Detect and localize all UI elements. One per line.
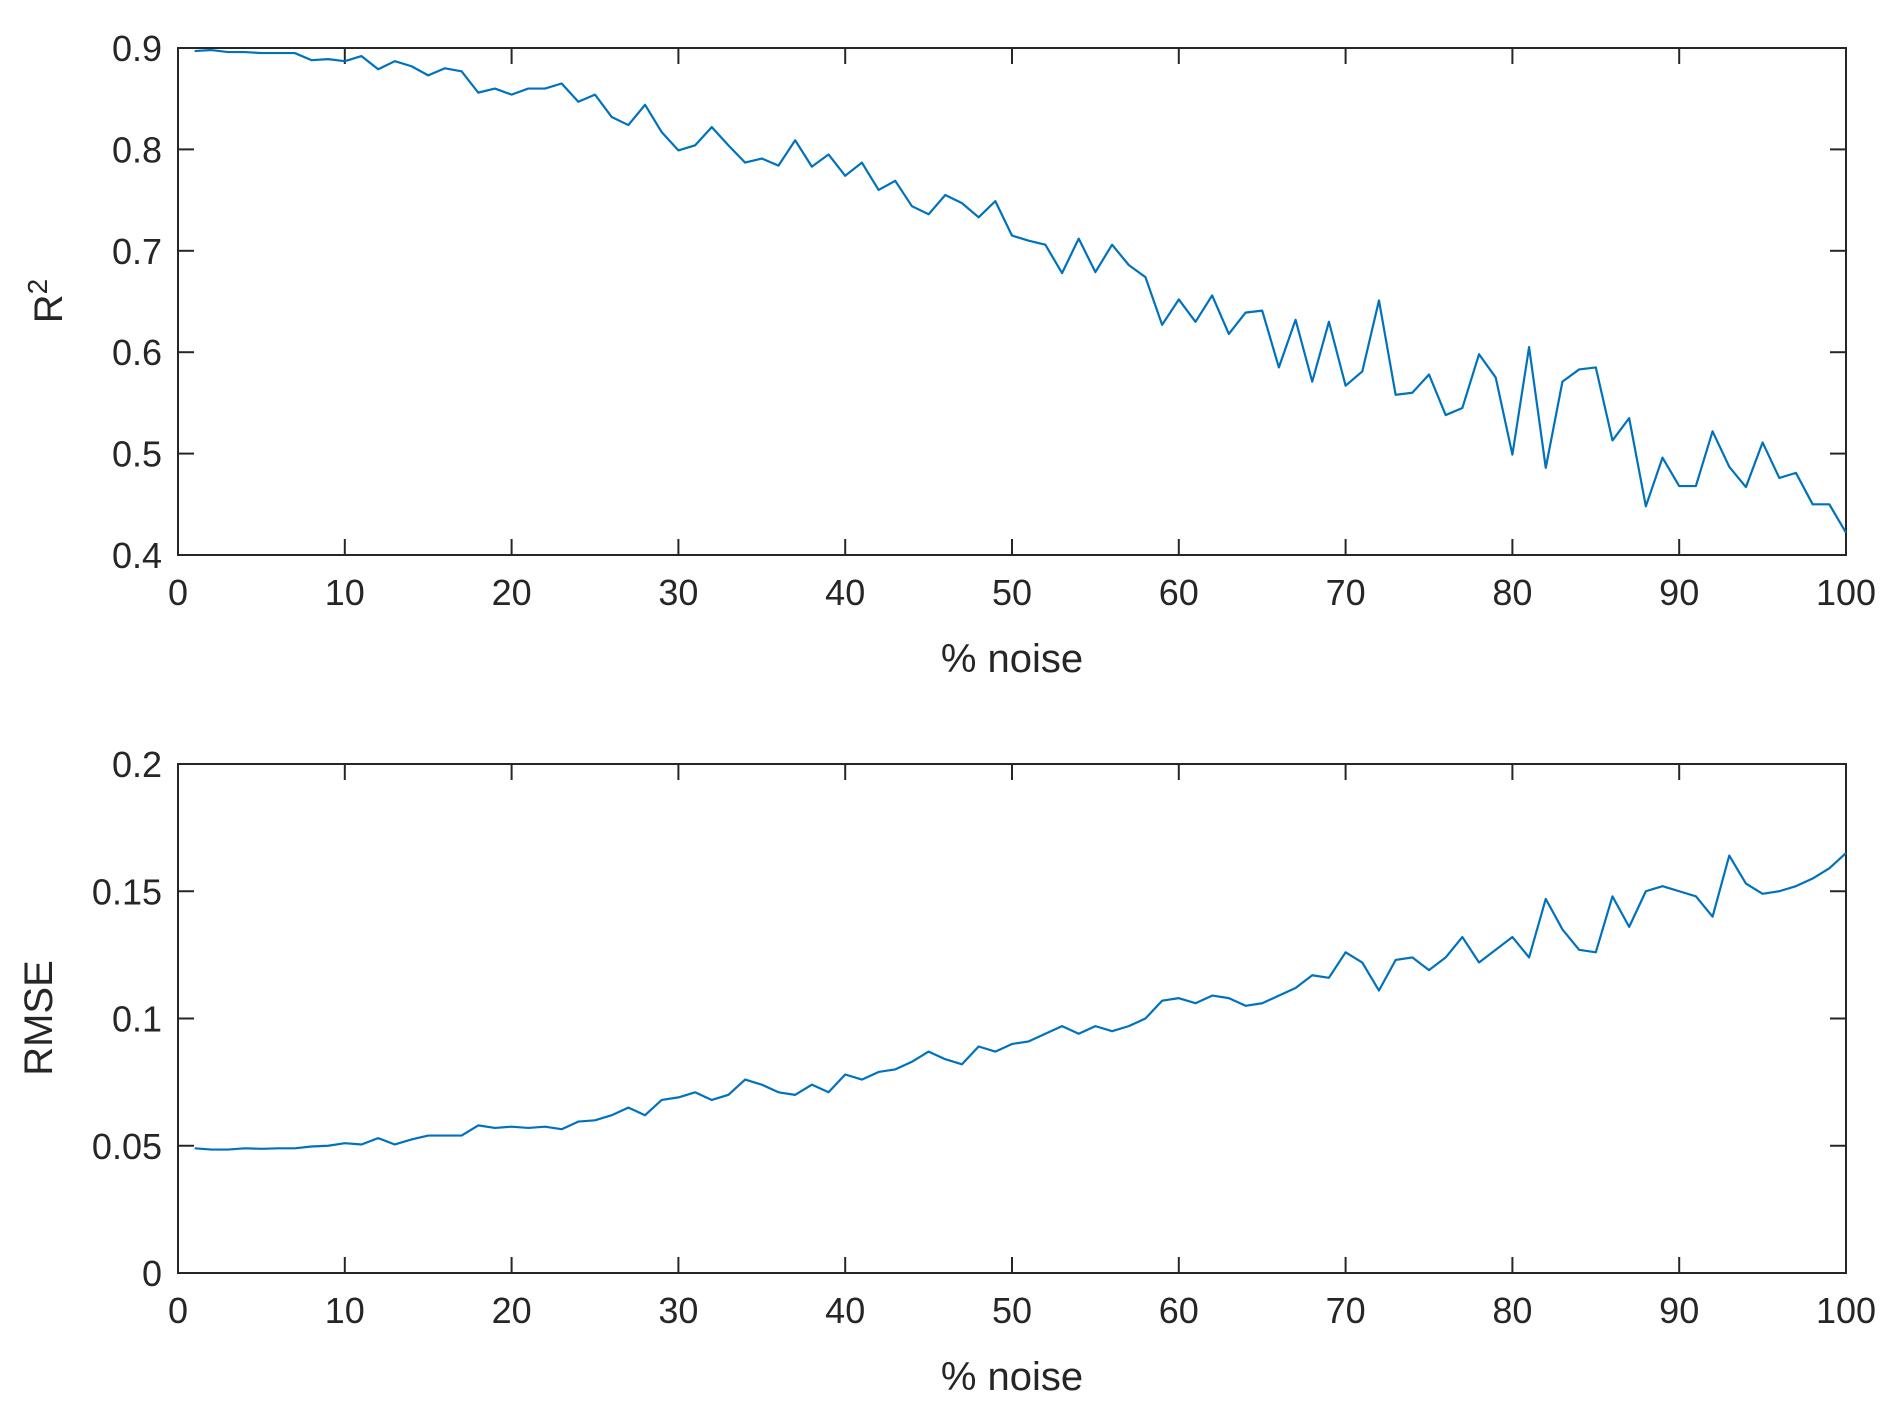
rmse-ytick-label: 0.15 xyxy=(92,871,162,912)
rmse-xtick-label: 0 xyxy=(168,1290,188,1331)
rmse-xtick-label: 20 xyxy=(492,1290,532,1331)
rmse-ytick-label: 0.2 xyxy=(112,744,162,785)
r2-xtick-label: 50 xyxy=(992,572,1032,613)
rmse-ytick-label: 0.1 xyxy=(112,999,162,1040)
rmse-plot: 0 10 20 30 40 50 60 70 80 90 100 0 0.05 0.1 0.15 0.2 %… xyxy=(17,744,1876,1399)
r2-xtick-label: 90 xyxy=(1659,572,1699,613)
rmse-xtick-label: 50 xyxy=(992,1290,1032,1331)
r2-plot-y-axis-label: R2 xyxy=(22,279,72,323)
rmse-xtick-label: 80 xyxy=(1492,1290,1532,1331)
r2-ytick-label: 0.4 xyxy=(112,535,162,576)
r2-series-line xyxy=(194,48,1847,534)
r2-plot-y-axis-label-superscript: 2 xyxy=(22,279,53,295)
r2-xtick-label: 100 xyxy=(1816,572,1876,613)
rmse-plot-yticks: 0 0.05 0.1 0.15 0.2 xyxy=(92,744,1846,1294)
rmse-plot-axes xyxy=(177,763,1847,1274)
rmse-ytick-label: 0.05 xyxy=(92,1126,162,1167)
r2-plot-y-axis-label-base: R xyxy=(27,294,71,323)
rmse-xtick-label: 100 xyxy=(1816,1290,1876,1331)
rmse-plot-xticks: 0 10 20 30 40 50 60 70 80 90 100 xyxy=(168,764,1876,1331)
rmse-plot-x-axis-label: % noise xyxy=(941,1355,1083,1399)
rmse-xtick-label: 90 xyxy=(1659,1290,1699,1331)
rmse-xtick-label: 40 xyxy=(825,1290,865,1331)
r2-plot: 0 10 20 30 40 50 60 70 80 90 100 0.40.50.60.70.80.… xyxy=(22,28,1877,681)
rmse-series-line xyxy=(194,852,1847,1151)
r2-xtick-label: 20 xyxy=(492,572,532,613)
r2-xtick-label: 0 xyxy=(168,572,188,613)
r2-xtick-label: 10 xyxy=(325,572,365,613)
r2-xtick-label: 80 xyxy=(1492,572,1532,613)
r2-ytick-label: 0.8 xyxy=(112,129,162,170)
r2-xtick-label: 60 xyxy=(1159,572,1199,613)
r2-plot-xticks: 0 10 20 30 40 50 60 70 80 90 100 xyxy=(168,48,1876,613)
rmse-plot-frame xyxy=(177,763,1847,1274)
rmse-xtick-label: 10 xyxy=(325,1290,365,1331)
r2-plot-axes xyxy=(177,47,1847,556)
rmse-xtick-label: 30 xyxy=(658,1290,698,1331)
r2-xtick-label: 40 xyxy=(825,572,865,613)
rmse-xtick-label: 70 xyxy=(1326,1290,1366,1331)
rmse-xtick-label: 60 xyxy=(1159,1290,1199,1331)
r2-plot-x-axis-label: % noise xyxy=(941,637,1083,681)
r2-ytick-label: 0.7 xyxy=(112,231,162,272)
r2-xtick-label: 70 xyxy=(1326,572,1366,613)
r2-ytick-label: 0.9 xyxy=(112,28,162,69)
r2-plot-yticks: 0.4 0.5 0.6 0.7 0.8 0.9 xyxy=(112,28,1846,576)
r2-plot-frame xyxy=(177,47,1847,556)
rmse-plot-y-axis-label: RMSE xyxy=(17,960,61,1076)
r2-ytick-label: 0.5 xyxy=(112,434,162,475)
r2-ytick-label: 0.6 xyxy=(112,332,162,373)
r2-xtick-label: 30 xyxy=(658,572,698,613)
rmse-ytick-label: 0 xyxy=(142,1253,162,1294)
